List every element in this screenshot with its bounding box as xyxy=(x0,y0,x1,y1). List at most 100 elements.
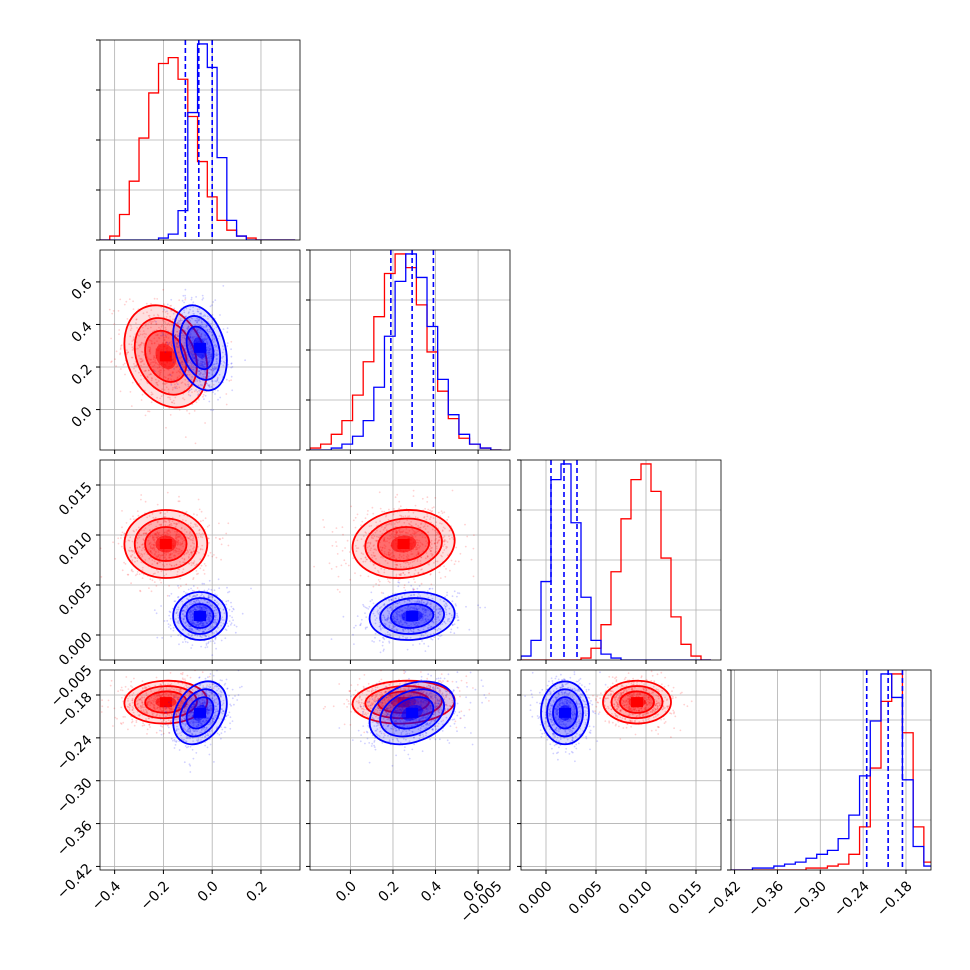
scatter-point xyxy=(200,594,203,597)
scatter-point xyxy=(404,531,407,534)
scatter-point xyxy=(188,563,191,565)
scatter-point xyxy=(443,540,445,543)
scatter-point xyxy=(163,338,166,341)
scatter-point xyxy=(192,619,194,621)
scatter-point xyxy=(209,620,211,622)
scatter-point xyxy=(183,316,185,318)
scatter-point xyxy=(150,340,153,342)
scatter-point xyxy=(211,373,214,376)
scatter-point xyxy=(437,532,439,535)
scatter-point xyxy=(378,491,381,494)
scatter-point xyxy=(413,578,415,581)
scatter-point xyxy=(170,330,173,333)
scatter-point xyxy=(196,573,198,576)
scatter-point xyxy=(187,537,189,540)
scatter-point xyxy=(197,498,200,501)
scatter-point xyxy=(206,382,208,385)
scatter-point xyxy=(203,363,206,365)
scatter-point xyxy=(183,539,186,542)
scatter-point xyxy=(165,316,168,318)
scatter-point xyxy=(162,554,164,556)
scatter-point xyxy=(153,546,155,549)
scatter-point xyxy=(187,361,190,363)
scatter-point xyxy=(435,531,438,534)
scatter-point xyxy=(161,334,164,337)
scatter-point xyxy=(132,549,135,552)
scatter-point xyxy=(389,534,391,537)
scatter-point xyxy=(167,343,169,346)
scatter-point xyxy=(190,562,193,564)
scatter-point xyxy=(214,636,217,639)
scatter-point xyxy=(145,302,148,305)
scatter-point xyxy=(199,335,202,338)
scatter-point xyxy=(435,545,438,548)
scatter-point xyxy=(230,601,232,604)
scatter-point xyxy=(159,579,161,581)
scatter-point xyxy=(413,573,416,575)
scatter-point xyxy=(195,296,198,298)
scatter-point xyxy=(443,549,446,551)
scatter-point xyxy=(140,357,143,360)
scatter-point xyxy=(131,686,134,688)
scatter-point xyxy=(201,532,204,535)
scatter-point xyxy=(413,560,415,563)
scatter-point xyxy=(372,551,375,554)
scatter-point xyxy=(199,635,202,638)
scatter-point xyxy=(186,358,189,360)
scatter-point xyxy=(186,641,189,644)
scatter-point xyxy=(477,604,479,607)
scatter-point xyxy=(448,535,450,538)
scatter-point xyxy=(178,548,181,550)
scatter-point xyxy=(181,628,184,631)
scatter-point xyxy=(148,358,150,360)
scatter-point xyxy=(156,531,159,534)
scatter-point xyxy=(179,368,182,371)
scatter-point xyxy=(176,335,179,338)
scatter-point xyxy=(211,334,214,336)
scatter-point xyxy=(433,562,435,564)
scatter-point xyxy=(183,554,186,556)
scatter-point xyxy=(385,553,388,556)
scatter-point xyxy=(191,317,194,320)
scatter-point xyxy=(364,612,366,615)
scatter-point xyxy=(128,550,131,553)
scatter-point xyxy=(167,330,170,333)
scatter-point xyxy=(143,332,146,335)
scatter-point xyxy=(200,336,203,338)
scatter-point xyxy=(371,599,373,601)
scatter-point xyxy=(446,554,449,557)
scatter-point xyxy=(233,624,236,626)
scatter-point xyxy=(131,349,134,351)
scatter-point xyxy=(132,529,135,532)
scatter-point xyxy=(207,346,210,349)
scatter-point xyxy=(164,342,167,345)
scatter-point xyxy=(323,526,326,529)
scatter-point xyxy=(210,616,213,618)
scatter-point xyxy=(388,541,391,544)
scatter-point xyxy=(157,571,160,573)
scatter-point xyxy=(210,354,213,357)
scatter-point xyxy=(202,395,204,398)
scatter-point xyxy=(215,326,218,329)
scatter-point xyxy=(200,332,203,335)
scatter-point xyxy=(398,528,401,531)
scatter-point xyxy=(200,606,203,609)
scatter-point xyxy=(181,542,184,545)
scatter-point xyxy=(192,618,195,621)
scatter-point xyxy=(192,335,194,338)
scatter-point xyxy=(176,333,179,336)
scatter-point xyxy=(417,525,420,527)
scatter-point xyxy=(423,642,425,645)
scatter-point xyxy=(372,533,374,536)
scatter-point xyxy=(158,531,161,534)
scatter-point xyxy=(365,607,368,609)
scatter-point xyxy=(168,584,171,587)
scatter-point xyxy=(429,516,432,519)
scatter-point xyxy=(187,355,189,358)
scatter-point xyxy=(154,533,157,536)
scatter-point xyxy=(456,592,459,594)
scatter-point xyxy=(234,631,237,634)
scatter-point xyxy=(141,577,144,579)
scatter-point xyxy=(194,442,197,445)
scatter-point xyxy=(120,722,122,725)
